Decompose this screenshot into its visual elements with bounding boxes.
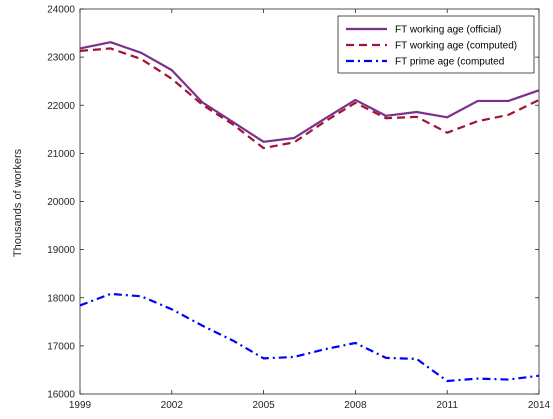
y-tick-label: 21000 <box>47 149 75 160</box>
axes: 1999 2002 2005 2008 2011 2014 16000 17000 18000 1… <box>47 5 550 412</box>
series-line-1 <box>79 41 540 143</box>
y-tick-label: 19000 <box>47 245 75 256</box>
series-line-2 <box>79 47 540 150</box>
y-tick-label: 24000 <box>47 5 75 16</box>
legend-entry-1: FT working age (official) <box>395 25 501 36</box>
legend-entry-3: FT prime age (computed <box>395 57 504 68</box>
x-tick-label: 2005 <box>252 400 275 411</box>
x-tick-label: 2008 <box>344 400 367 411</box>
legend: FT working age (official) FT working age … <box>337 15 535 74</box>
y-axis-label: Thousands of workers <box>12 148 24 257</box>
legend-entry-2: FT working age (computed) <box>395 41 517 52</box>
x-tick-label: 2011 <box>436 400 458 411</box>
x-tick-label: 2014 <box>528 400 551 411</box>
x-tick-label: 1999 <box>69 400 92 411</box>
y-tick-label: 22000 <box>47 101 75 112</box>
y-tick-label: 17000 <box>47 341 75 352</box>
legend-box <box>337 15 535 74</box>
y-tick-label: 23000 <box>47 53 75 64</box>
x-tick-label: 2002 <box>161 400 184 411</box>
y-tick-label: 16000 <box>47 390 75 401</box>
series-line-3 <box>79 292 540 383</box>
y-tick-label: 20000 <box>47 197 75 208</box>
series-lines <box>79 41 540 383</box>
y-tick-label: 18000 <box>47 293 75 304</box>
